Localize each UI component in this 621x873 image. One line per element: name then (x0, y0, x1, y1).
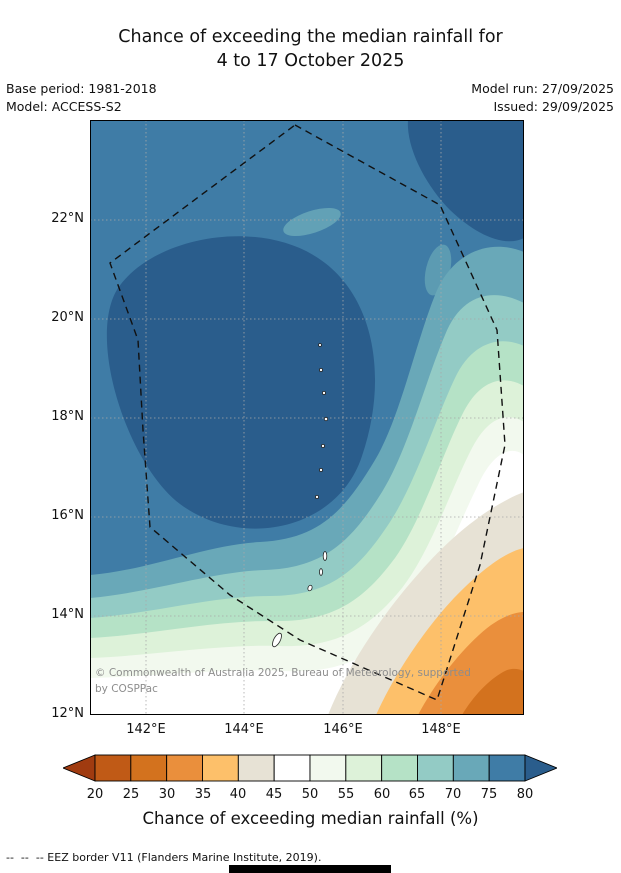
island-dot (318, 467, 323, 472)
lon-label-142e: 142°E (126, 722, 166, 737)
lat-label-20n: 20°N (51, 310, 84, 325)
dark-blue-blob-center (106, 236, 376, 529)
colorbar-cell-30-35 (166, 754, 203, 782)
colorbar-tick-45: 45 (265, 787, 283, 802)
colorbar-tick-25: 25 (122, 787, 140, 802)
map-frame (90, 120, 524, 715)
meta-model-run: Model run: 27/09/2025 (471, 81, 614, 96)
meta-issued: Issued: 29/09/2025 (493, 99, 615, 114)
lat-label-12n: 12°N (51, 706, 84, 721)
colorbar-tick-70: 70 (444, 787, 462, 802)
colorbar-tick-50: 50 (301, 787, 319, 802)
map-copyright: © Commonwealth of Australia 2025, Bureau… (95, 665, 471, 697)
page-title: Chance of exceeding the median rainfall … (0, 25, 621, 73)
graticule-grid (90, 120, 524, 715)
lon-label-144e: 144°E (224, 722, 264, 737)
colorbar-cell-55-60 (345, 754, 383, 782)
colorbar-cell-25-30 (130, 754, 168, 782)
island-saipan (322, 551, 328, 561)
title-line-1: Chance of exceeding the median rainfall … (118, 27, 503, 47)
islands-group (272, 343, 329, 648)
meta-base-period: Base period: 1981-2018 (6, 81, 157, 96)
lon-label-146e: 146°E (323, 722, 363, 737)
dark-blue-blob-topright (407, 120, 524, 242)
lon-label-148e: 148°E (421, 722, 461, 737)
colorbar-tick-65: 65 (408, 787, 426, 802)
colorbar-label: Chance of exceeding median rainfall (%) (142, 809, 479, 828)
contour-band-25-30 (462, 668, 524, 715)
colorbar-cell-70-75 (452, 754, 490, 782)
lat-label-14n: 14°N (51, 607, 84, 622)
lat-label-18n: 18°N (51, 409, 84, 424)
colorbar (63, 754, 557, 782)
island-dot (321, 390, 326, 395)
rainfall-probability-map: © Commonwealth of Australia 2025, Bureau… (90, 120, 524, 715)
copyright-line-2: by COSPPac (95, 683, 158, 695)
eez-footnote: -- -- -- EEZ border V11 (Flanders Marine… (6, 851, 321, 864)
map-canvas (90, 120, 524, 715)
meta-model: Model: ACCESS-S2 (6, 99, 122, 114)
island-tinian (319, 568, 323, 576)
island-dot (318, 343, 322, 347)
island-rota (307, 584, 313, 592)
copyright-line-1: © Commonwealth of Australia 2025, Bureau… (95, 667, 471, 679)
colorbar-cell-75-80 (488, 754, 526, 782)
eez-footnote-text: EEZ border V11 (Flanders Marine Institut… (43, 851, 322, 864)
colorbar-arrow-right (524, 754, 557, 782)
colorbar-tick-40: 40 (229, 787, 247, 802)
colorbar-cell-40-45 (237, 754, 275, 782)
colorbar-canvas (63, 754, 557, 782)
island-guam (272, 632, 282, 648)
lat-label-22n: 22°N (51, 211, 84, 226)
colorbar-tick-35: 35 (194, 787, 212, 802)
eez-footnote-dashes: -- -- -- (6, 851, 44, 864)
colorbar-tick-60: 60 (373, 787, 391, 802)
colorbar-cell-35-40 (202, 754, 239, 782)
eez-border-line (109, 124, 506, 701)
lat-label-16n: 16°N (51, 508, 84, 523)
colorbar-tick-30: 30 (158, 787, 176, 802)
title-line-2: 4 to 17 October 2025 (216, 51, 405, 71)
colorbar-cell-20-25 (94, 754, 132, 782)
island-dot (320, 443, 325, 448)
colorbar-cell-65-70 (417, 754, 454, 782)
colorbar-tick-20: 20 (86, 787, 104, 802)
colorbar-tick-55: 55 (337, 787, 355, 802)
colorbar-tick-75: 75 (480, 787, 498, 802)
bottom-black-bar (229, 865, 391, 873)
colorbar-cell-50-55 (309, 754, 347, 782)
colorbar-arrow-left (63, 754, 96, 782)
colorbar-cell-45-50 (273, 754, 311, 782)
colorbar-tick-80: 80 (516, 787, 534, 802)
island-dot (314, 494, 319, 499)
teal-streak-1 (283, 208, 341, 236)
colorbar-cell-60-65 (381, 754, 418, 782)
island-dot (318, 367, 323, 372)
island-dot (323, 416, 329, 422)
